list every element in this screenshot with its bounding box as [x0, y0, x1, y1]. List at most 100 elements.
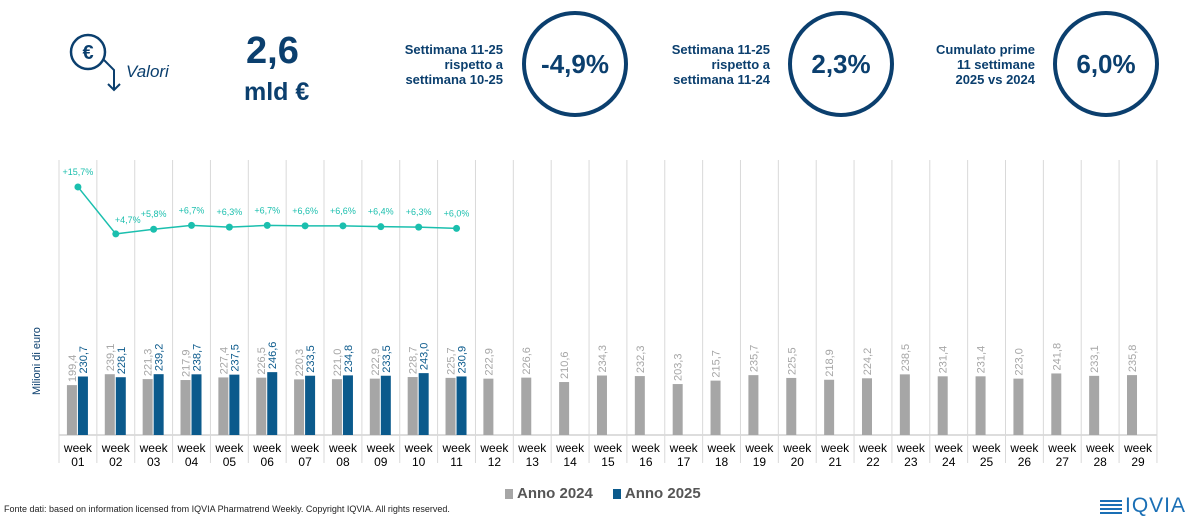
growth-point: [339, 222, 347, 230]
growth-point: [453, 224, 461, 232]
total-unit: mld €: [244, 78, 310, 106]
data-label: 241,8: [1051, 343, 1063, 371]
data-label: 239,2: [154, 344, 166, 372]
data-label: 226,6: [521, 347, 533, 375]
growth-label: +6,7%: [179, 205, 205, 215]
x-tick-label: week: [517, 441, 547, 455]
x-tick-label: week: [934, 441, 964, 455]
bar-anno-2024: [937, 376, 948, 435]
bar-anno-2025: [305, 375, 316, 435]
growth-label: +6,0%: [444, 208, 470, 218]
data-label: 222,9: [483, 348, 495, 376]
x-tick-label: 06: [261, 455, 275, 469]
data-label: 223,0: [1013, 348, 1025, 376]
data-label: 215,7: [711, 350, 723, 378]
data-label: 203,3: [673, 354, 685, 382]
growth-point: [415, 223, 423, 231]
bar-anno-2025: [267, 372, 278, 435]
x-tick-label: week: [252, 441, 282, 455]
x-tick-label: 24: [942, 455, 956, 469]
data-label: 230,7: [78, 346, 90, 374]
euro-icon: €: [66, 30, 126, 101]
growth-point: [225, 223, 233, 231]
x-tick-label: week: [214, 441, 244, 455]
x-tick-label: 14: [563, 455, 577, 469]
data-label: 230,9: [457, 346, 469, 374]
x-tick-label: week: [593, 441, 623, 455]
data-label: 233,5: [305, 345, 317, 373]
weekly-sales-chart: week01week02week03week04week05week06week…: [31, 160, 1158, 469]
kpi-1-text: Settimana 11-25 rispetto a settimana 10-25: [404, 42, 503, 87]
data-label: 228,1: [116, 347, 128, 375]
growth-point: [377, 223, 385, 231]
x-tick-label: 11: [450, 455, 463, 469]
x-tick-label: 03: [147, 455, 161, 469]
kpi-3-circle: 6,0%: [1053, 11, 1159, 117]
data-label: 238,7: [192, 344, 204, 372]
data-label: 234,8: [343, 345, 355, 373]
bar-anno-2024: [634, 376, 645, 435]
x-tick-label: week: [63, 441, 93, 455]
x-tick-label: 09: [374, 455, 388, 469]
data-label: 233,1: [1089, 345, 1101, 373]
kpi-3-text: Cumulato prime 11 settimane 2025 vs 2024: [936, 42, 1035, 87]
growth-point: [301, 222, 309, 230]
bar-anno-2025: [380, 375, 391, 435]
bar-anno-2024: [596, 375, 607, 435]
x-tick-label: 28: [1093, 455, 1107, 469]
x-tick-label: week: [290, 441, 320, 455]
x-tick-label: 02: [109, 455, 123, 469]
x-tick-label: week: [1009, 441, 1039, 455]
x-tick-label: week: [707, 441, 737, 455]
legend-swatch-2024: [505, 488, 513, 499]
x-tick-label: 08: [336, 455, 350, 469]
legend-2024: Anno 2024: [517, 485, 593, 502]
x-tick-label: 07: [298, 455, 312, 469]
data-label: 237,5: [229, 344, 241, 372]
x-tick-label: 22: [866, 455, 880, 469]
values-label: Valori: [126, 62, 169, 81]
x-tick-label: week: [366, 441, 396, 455]
bar-anno-2024: [861, 378, 872, 435]
x-tick-label: week: [972, 441, 1002, 455]
x-tick-label: week: [442, 441, 472, 455]
data-label: 221,3: [143, 349, 155, 377]
data-label: 232,3: [635, 346, 647, 374]
x-tick-label: week: [328, 441, 358, 455]
data-label: 218,9: [824, 349, 836, 377]
data-label: 210,6: [559, 352, 571, 380]
x-tick-label: week: [782, 441, 812, 455]
x-tick-label: 27: [1056, 455, 1070, 469]
legend: Anno 2024 Anno 2025: [505, 485, 701, 502]
growth-label: +6,3%: [406, 207, 432, 217]
x-tick-label: 15: [601, 455, 615, 469]
x-tick-label: week: [669, 441, 699, 455]
x-tick-label: week: [101, 441, 131, 455]
bar-anno-2025: [153, 374, 164, 435]
x-tick-label: week: [820, 441, 850, 455]
x-tick-label: 16: [639, 455, 653, 469]
bar-anno-2025: [456, 376, 467, 435]
y-axis-label: Milioni di euro: [31, 327, 43, 395]
bar-anno-2024: [672, 384, 683, 435]
x-tick-label: week: [404, 441, 434, 455]
x-tick-label: week: [479, 441, 509, 455]
bar-anno-2024: [899, 374, 910, 435]
data-label: 231,4: [938, 346, 950, 374]
bar-anno-2024: [521, 377, 532, 435]
x-tick-label: week: [896, 441, 926, 455]
bar-anno-2024: [786, 377, 797, 435]
x-tick-label: week: [1047, 441, 1077, 455]
growth-label: +6,6%: [292, 206, 318, 216]
x-tick-label: week: [555, 441, 585, 455]
kpi-1-circle: -4,9%: [522, 11, 628, 117]
data-label: 222,9: [370, 348, 382, 376]
legend-2025: Anno 2025: [624, 485, 701, 502]
data-label: 231,4: [976, 346, 988, 374]
data-label: 239,1: [105, 344, 117, 372]
bar-anno-2024: [483, 378, 494, 435]
data-label: 234,3: [597, 345, 609, 373]
x-tick-label: week: [139, 441, 169, 455]
bar-anno-2024: [1013, 378, 1024, 435]
x-tick-label: 18: [715, 455, 729, 469]
